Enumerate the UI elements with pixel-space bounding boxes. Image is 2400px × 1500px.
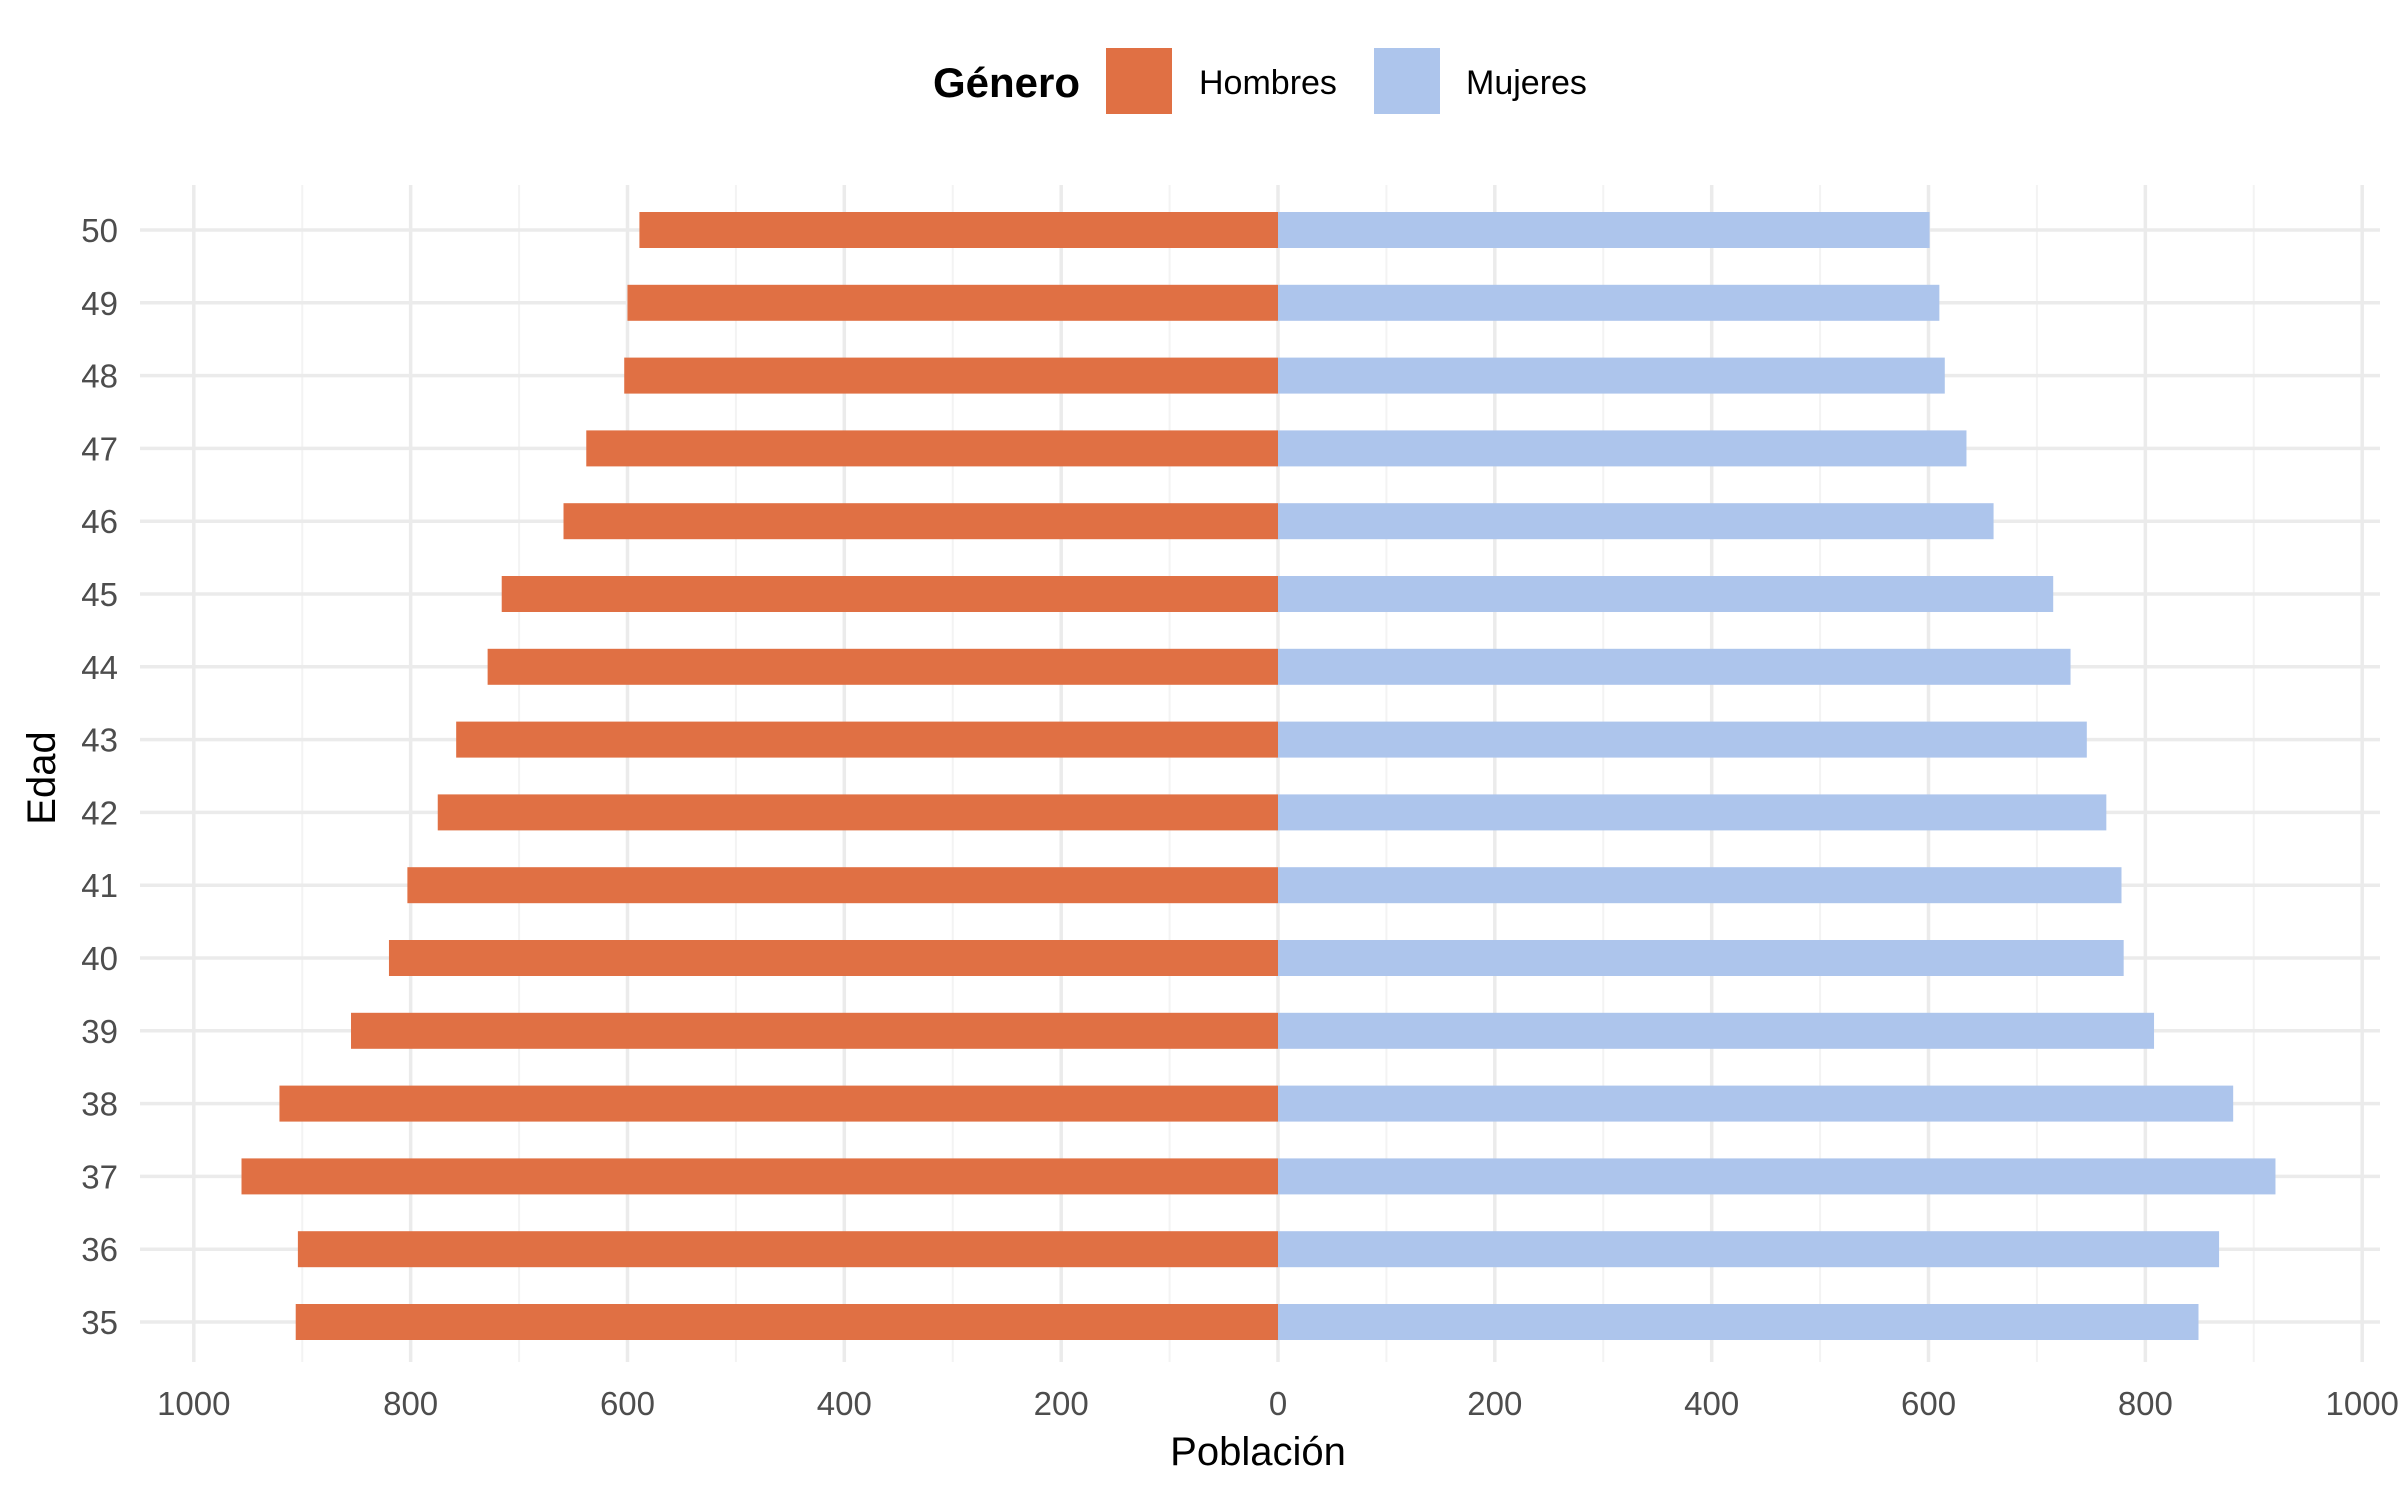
bar-mujeres-50 bbox=[1278, 212, 1930, 248]
bar-mujeres-47 bbox=[1278, 430, 1967, 467]
bar-hombres-38 bbox=[279, 1085, 1279, 1122]
bar-hombres-42 bbox=[437, 794, 1278, 831]
x-tick-label: 1000 bbox=[2325, 1385, 2398, 1422]
y-tick-label: 43 bbox=[81, 722, 118, 759]
x-tick-label: 0 bbox=[1269, 1385, 1287, 1422]
bar-hombres-37 bbox=[241, 1158, 1279, 1195]
legend: Género Hombres Mujeres bbox=[933, 48, 1587, 114]
legend-swatch-mujeres bbox=[1374, 48, 1440, 114]
bar-hombres-36 bbox=[297, 1231, 1279, 1268]
x-tick-labels: 1000 800 600 400 200 0 200 400 600 800 1000 bbox=[157, 1385, 2399, 1422]
bar-mujeres-49 bbox=[1278, 284, 1940, 321]
x-tick-label: 800 bbox=[2118, 1385, 2173, 1422]
bar-mujeres-39 bbox=[1278, 1012, 2155, 1049]
bar-mujeres-36 bbox=[1278, 1231, 2220, 1268]
y-tick-label: 44 bbox=[81, 649, 118, 686]
y-tick-label: 46 bbox=[81, 503, 118, 540]
bar-mujeres-40 bbox=[1278, 940, 2124, 976]
bar-mujeres-48 bbox=[1278, 357, 1945, 394]
y-tick-label: 48 bbox=[81, 358, 118, 395]
x-tick-label: 200 bbox=[1034, 1385, 1089, 1422]
bar-mujeres-38 bbox=[1278, 1085, 2234, 1122]
x-tick-label: 600 bbox=[600, 1385, 655, 1422]
x-tick-label: 400 bbox=[817, 1385, 872, 1422]
legend-label-hombres: Hombres bbox=[1199, 64, 1337, 102]
y-tick-label: 41 bbox=[81, 867, 118, 904]
y-tick-label: 38 bbox=[81, 1086, 118, 1123]
y-tick-label: 49 bbox=[81, 285, 118, 322]
x-tick-label: 400 bbox=[1684, 1385, 1739, 1422]
bar-mujeres-43 bbox=[1278, 721, 2087, 758]
legend-label-mujeres: Mujeres bbox=[1466, 64, 1587, 102]
x-tick-label: 800 bbox=[383, 1385, 438, 1422]
bar-hombres-45 bbox=[501, 576, 1279, 612]
bar-hombres-49 bbox=[627, 284, 1278, 321]
y-tick-label: 35 bbox=[81, 1304, 118, 1341]
bar-mujeres-45 bbox=[1278, 576, 2054, 612]
x-tick-label: 1000 bbox=[157, 1385, 230, 1422]
x-tick-label: 600 bbox=[1901, 1385, 1956, 1422]
bar-hombres-35 bbox=[295, 1304, 1278, 1340]
x-axis-title: Población bbox=[1170, 1430, 1346, 1474]
bars bbox=[241, 212, 2276, 1340]
y-tick-label: 40 bbox=[81, 940, 118, 977]
bar-mujeres-35 bbox=[1278, 1304, 2199, 1340]
bar-hombres-40 bbox=[388, 940, 1278, 976]
bar-hombres-46 bbox=[563, 503, 1278, 540]
bar-mujeres-41 bbox=[1278, 867, 2122, 904]
bar-hombres-48 bbox=[624, 357, 1278, 394]
y-tick-labels: 35 36 37 38 39 40 41 42 43 44 45 46 47 48 49 50 bbox=[81, 212, 118, 1341]
y-axis-title: Edad bbox=[20, 731, 64, 824]
bar-mujeres-46 bbox=[1278, 503, 1994, 540]
y-tick-label: 39 bbox=[81, 1013, 118, 1050]
y-tick-label: 50 bbox=[81, 212, 118, 249]
bar-mujeres-37 bbox=[1278, 1158, 2276, 1195]
legend-title: Género bbox=[933, 59, 1080, 106]
bar-hombres-47 bbox=[586, 430, 1278, 467]
y-tick-label: 45 bbox=[81, 576, 118, 613]
x-tick-label: 200 bbox=[1467, 1385, 1522, 1422]
bar-mujeres-44 bbox=[1278, 648, 2071, 685]
bar-hombres-43 bbox=[456, 721, 1278, 758]
y-tick-label: 47 bbox=[81, 430, 118, 467]
bar-mujeres-42 bbox=[1278, 794, 2107, 831]
bar-hombres-41 bbox=[407, 867, 1278, 904]
y-tick-label: 36 bbox=[81, 1231, 118, 1268]
y-tick-label: 42 bbox=[81, 794, 118, 831]
y-tick-label: 37 bbox=[81, 1158, 118, 1195]
bar-hombres-50 bbox=[639, 212, 1278, 248]
bar-hombres-39 bbox=[351, 1012, 1278, 1049]
legend-swatch-hombres bbox=[1106, 48, 1172, 114]
bar-hombres-44 bbox=[487, 648, 1279, 685]
